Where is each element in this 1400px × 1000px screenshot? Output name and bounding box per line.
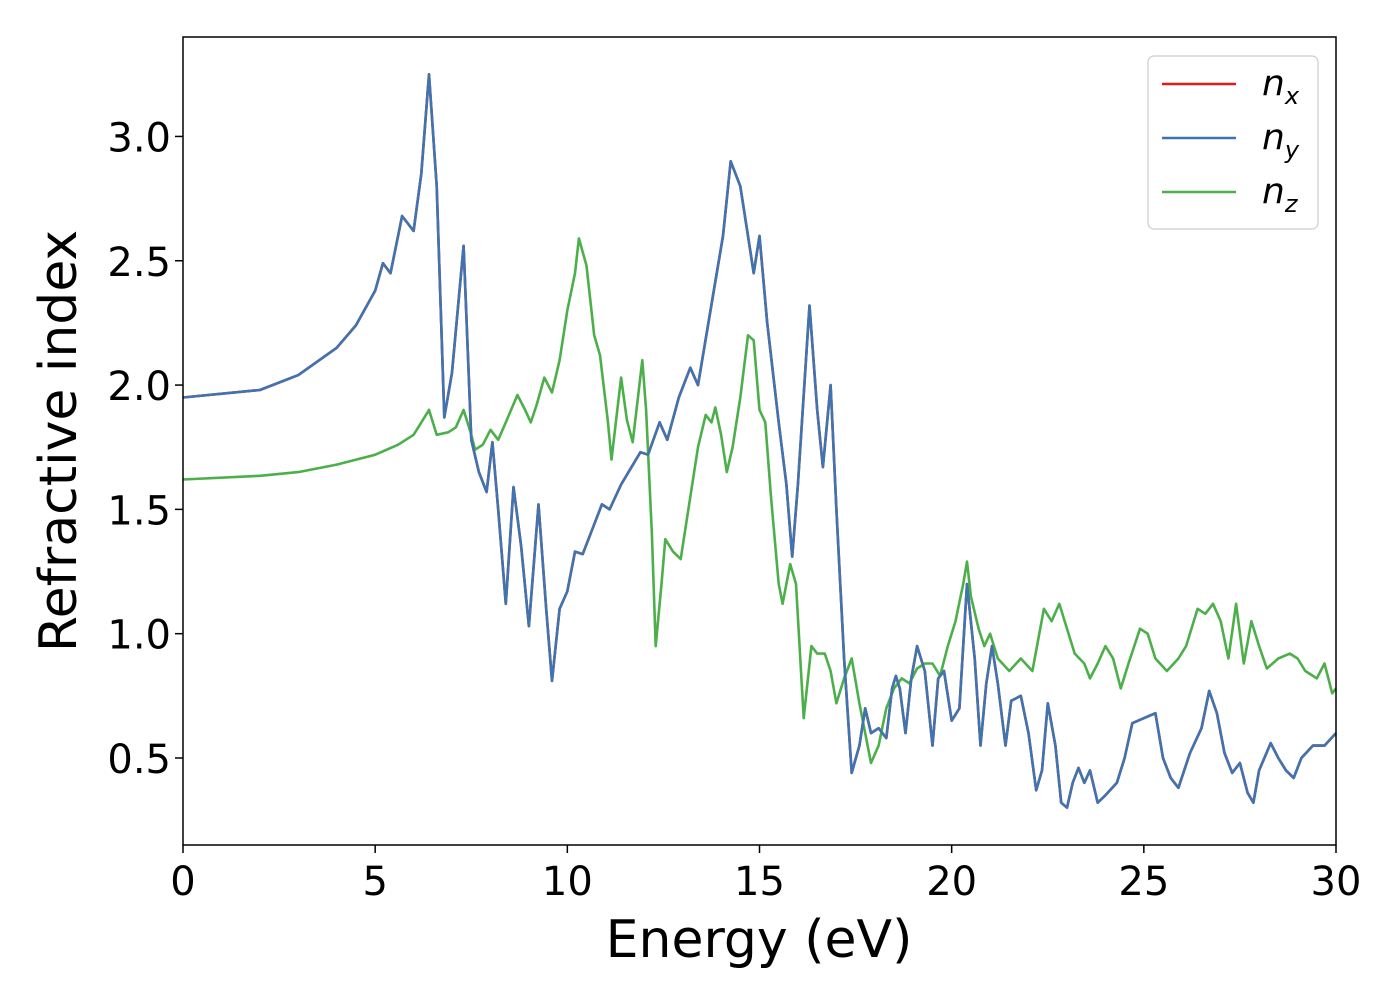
- y-axis-ticks: 0.5 1.0 1.5 2.0 2.5 3.0: [107, 115, 183, 783]
- plot-background: [183, 37, 1336, 845]
- x-tick-label: 20: [926, 859, 977, 905]
- legend-label-main: n: [1262, 171, 1285, 212]
- y-tick-label: 1.0: [107, 613, 171, 659]
- x-tick-label: 10: [542, 859, 593, 905]
- series-line-ny: [182, 73, 1337, 809]
- legend-label-nx: nx: [1262, 63, 1300, 110]
- x-tick-label: 15: [734, 859, 785, 905]
- legend-box: [1147, 55, 1319, 230]
- y-tick-label: 2.0: [107, 364, 171, 410]
- legend-label-subscript: x: [1284, 82, 1300, 110]
- y-tick-label: 3.0: [107, 115, 171, 161]
- x-tick-label: 0: [170, 859, 195, 905]
- y-axis-label: Refractive index: [29, 230, 89, 652]
- x-tick-label: 5: [362, 859, 387, 905]
- legend-label-main: n: [1262, 117, 1285, 158]
- legend-label-ny: ny: [1262, 117, 1300, 164]
- legend-label-main: n: [1262, 63, 1285, 104]
- y-tick-label: 2.5: [107, 240, 171, 286]
- series-layer: [182, 73, 1338, 809]
- legend-label-subscript: y: [1284, 136, 1300, 164]
- x-tick-label: 30: [1311, 859, 1362, 905]
- x-axis-ticks: 0 5 10 15 20 25 30: [170, 845, 1361, 905]
- y-tick-label: 0.5: [107, 737, 171, 783]
- legend-label-nz: nz: [1262, 171, 1299, 218]
- series-line-nz: [182, 237, 1338, 765]
- x-tick-label: 25: [1118, 859, 1169, 905]
- legend-label-subscript: z: [1284, 190, 1299, 218]
- x-axis-label: Energy (eV): [606, 910, 913, 970]
- y-tick-label: 1.5: [107, 488, 171, 534]
